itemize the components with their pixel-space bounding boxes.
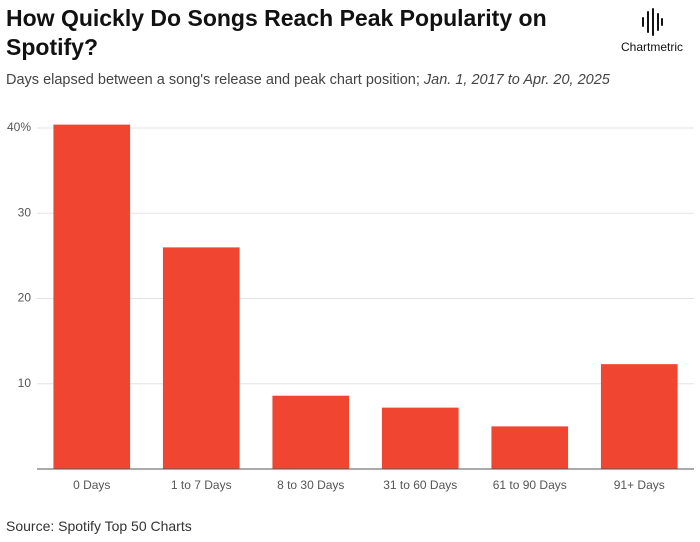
- chart-title: How Quickly Do Songs Reach Peak Populari…: [6, 5, 547, 60]
- bar: [53, 124, 131, 470]
- bar: [491, 426, 569, 469]
- source-note: Source: Spotify Top 50 Charts: [6, 518, 192, 534]
- y-tick-label: 10: [18, 376, 32, 390]
- brand-name: Chartmetric: [620, 40, 683, 54]
- x-tick-label: 91+ Days: [614, 478, 665, 492]
- brand-logo: Chartmetric: [612, 8, 692, 54]
- x-tick-label: 31 to 60 Days: [383, 478, 457, 492]
- x-tick-label: 8 to 30 Days: [277, 478, 344, 492]
- bar: [162, 247, 240, 469]
- subtitle-text: Days elapsed between a song's release an…: [6, 72, 424, 88]
- x-tick-label: 0 Days: [73, 478, 110, 492]
- chart-subtitle: Days elapsed between a song's release an…: [6, 72, 610, 88]
- logo-icon: [642, 8, 663, 36]
- x-tick-label: 1 to 7 Days: [171, 478, 232, 492]
- bar: [381, 407, 459, 469]
- y-tick-label: 30: [18, 205, 32, 219]
- y-tick-label: 20: [18, 291, 32, 305]
- bar: [272, 395, 350, 469]
- y-tick-label: 40%: [7, 120, 31, 134]
- x-tick-label: 61 to 90 Days: [493, 478, 567, 492]
- subtitle-dates: Jan. 1, 2017 to Apr. 20, 2025: [423, 72, 610, 88]
- bar: [600, 364, 678, 469]
